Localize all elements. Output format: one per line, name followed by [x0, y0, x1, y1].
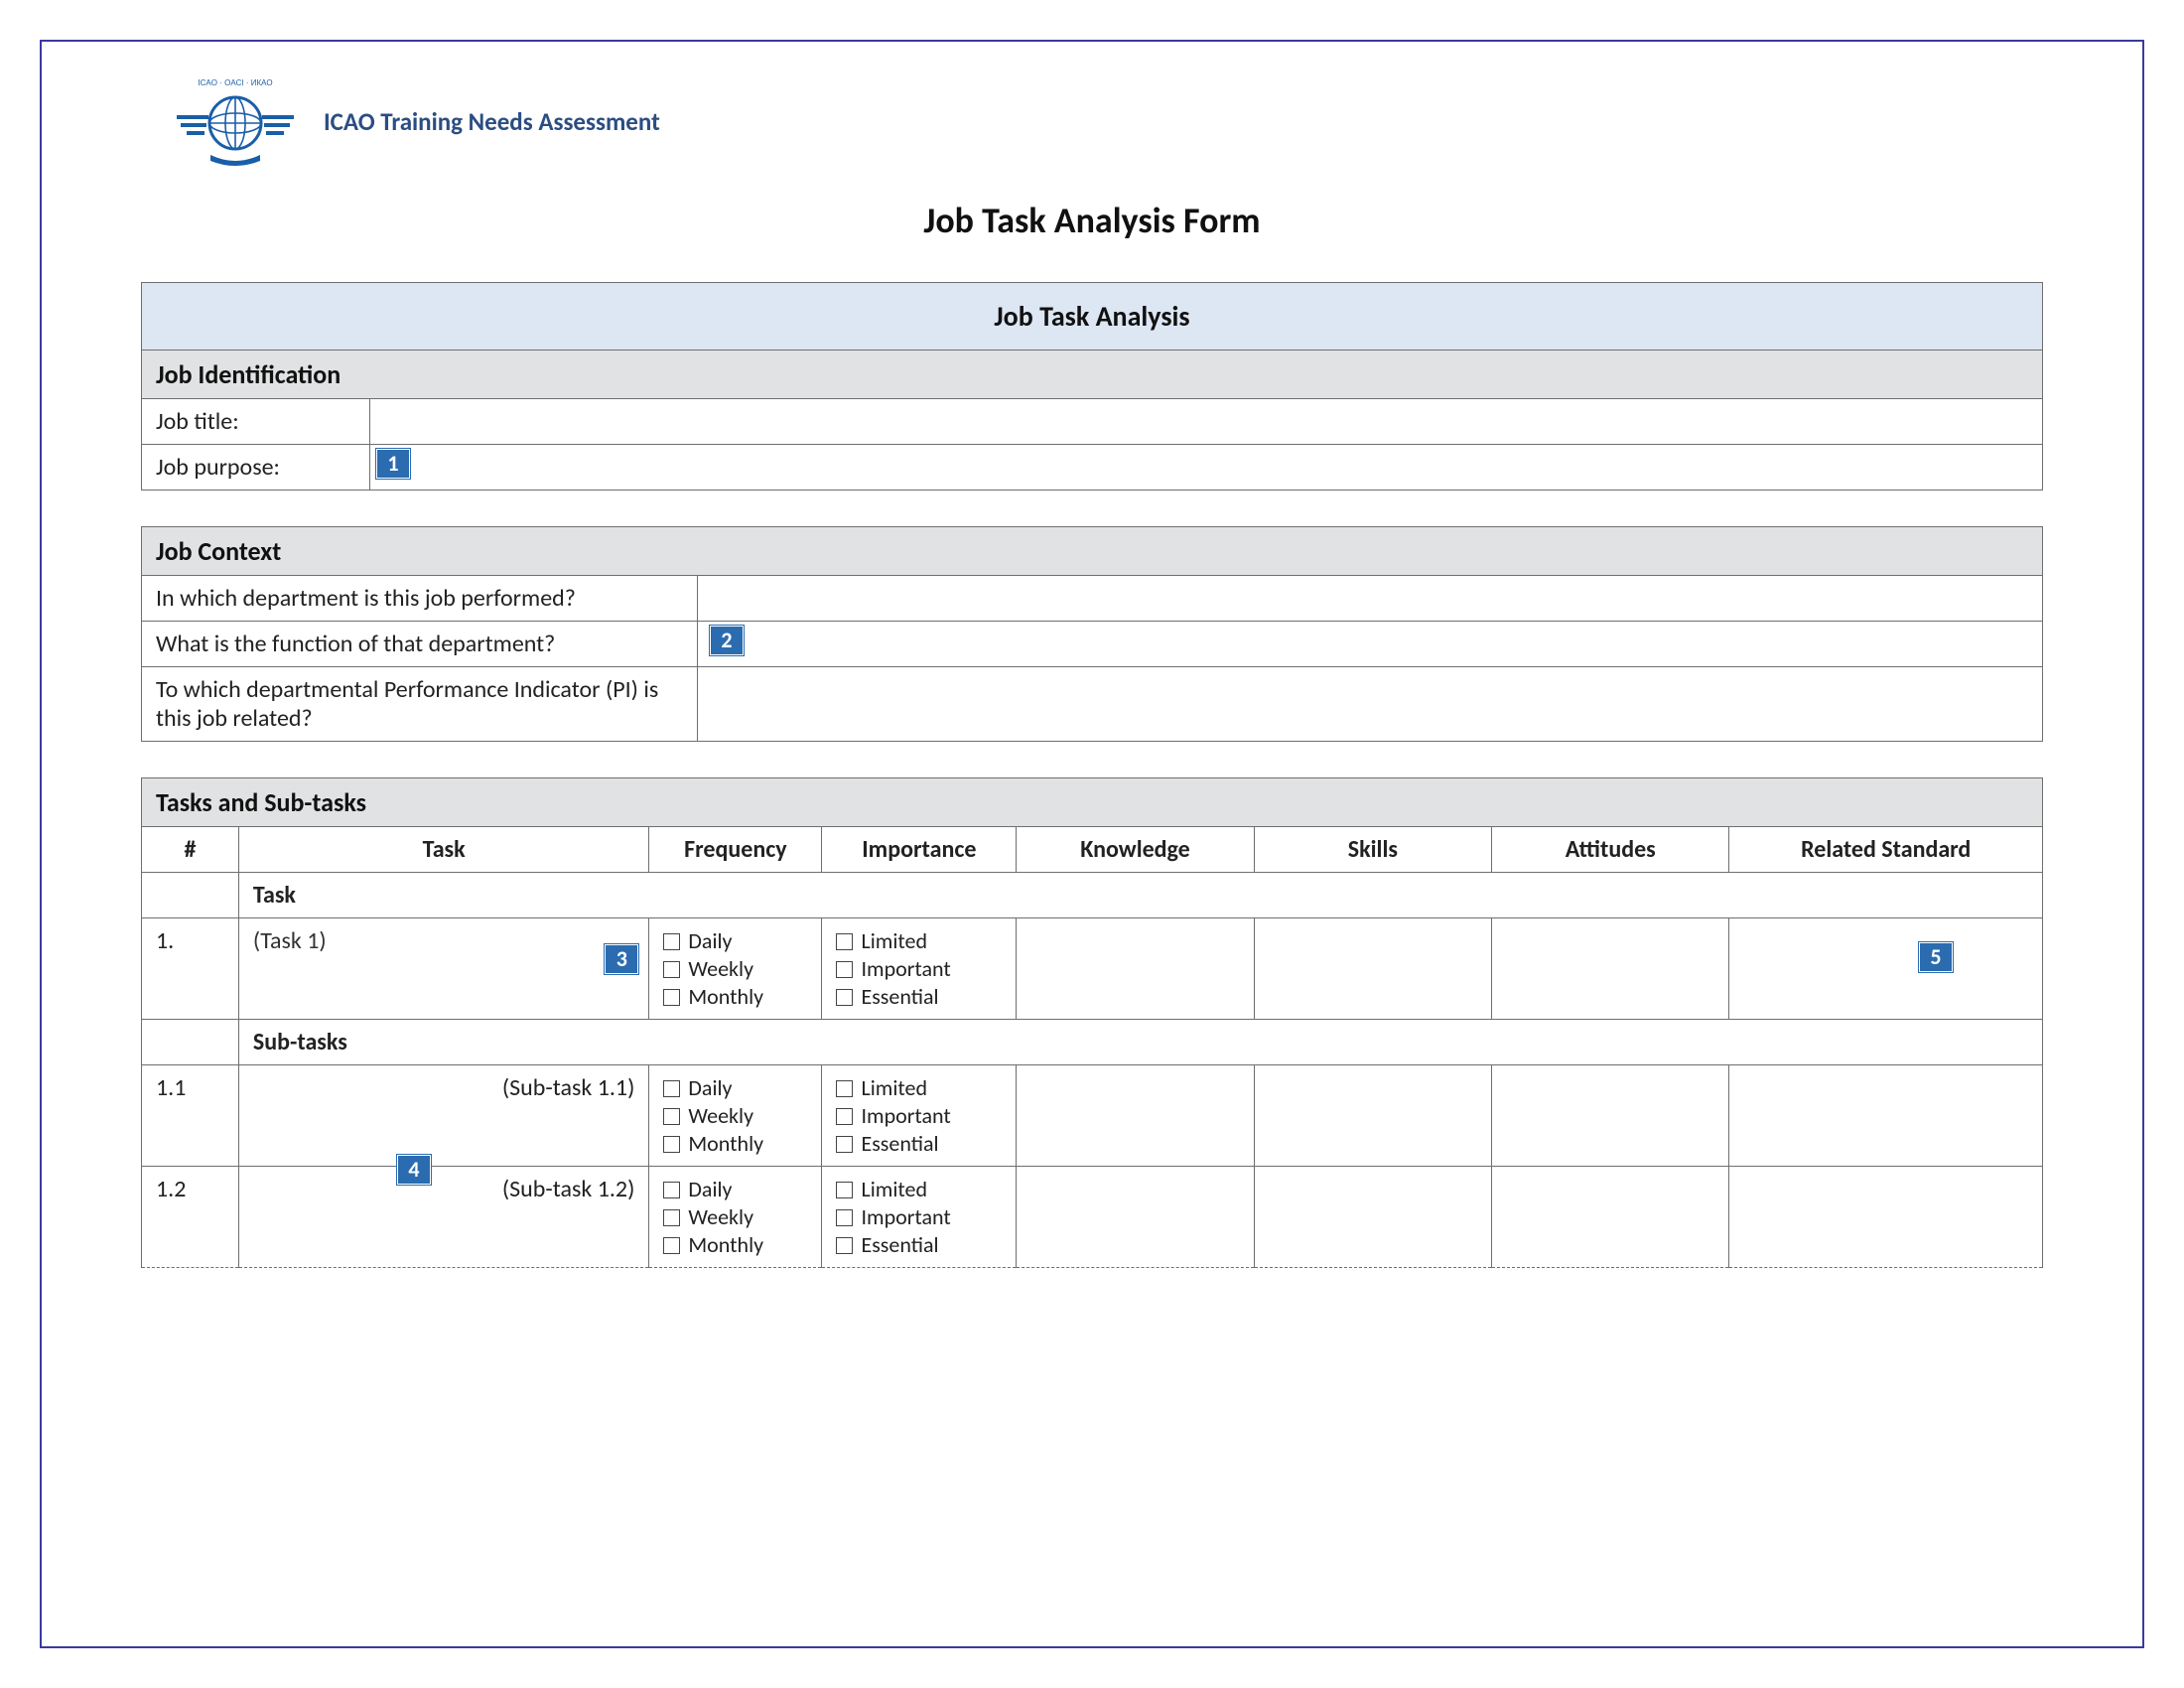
checkbox-icon[interactable] [836, 989, 853, 1006]
header-title: ICAO Training Needs Assessment [324, 106, 660, 137]
callout-3: 3 [605, 944, 638, 974]
subtask-row: 1.1 (Sub-task 1.1) Daily Weekly Monthly … [142, 1065, 2043, 1167]
subtask-importance[interactable]: Limited Important Essential [822, 1065, 1017, 1167]
value-job-title[interactable] [370, 399, 2043, 445]
checkbox-icon[interactable] [663, 1237, 680, 1254]
subtask-frequency[interactable]: Daily Weekly Monthly [649, 1065, 822, 1167]
checkbox-icon[interactable] [663, 1108, 680, 1125]
checkbox-icon[interactable] [836, 1182, 853, 1198]
subtask-skills[interactable] [1254, 1167, 1491, 1268]
callout-2: 2 [710, 626, 744, 655]
checkbox-icon[interactable] [836, 1209, 853, 1226]
col-freq: Frequency [649, 827, 822, 873]
svg-text:ICAO · OACI · ИКАО: ICAO · OACI · ИКАО [198, 78, 272, 87]
checkbox-icon[interactable] [836, 933, 853, 950]
checkbox-icon[interactable] [836, 1080, 853, 1097]
col-task: Task [238, 827, 648, 873]
section-subtitle-tasks: Tasks and Sub-tasks [142, 778, 2043, 827]
job-context-table: Job Context In which department is this … [141, 526, 2043, 742]
col-std: Related Standard [1729, 827, 2043, 873]
task-name: (Task 1) [253, 926, 327, 955]
icao-emblem-icon: ICAO · OACI · ИКАО [171, 71, 300, 171]
task-attitudes[interactable] [1492, 918, 1729, 1020]
label-pi: To which departmental Performance Indica… [142, 667, 698, 742]
checkbox-icon[interactable] [836, 961, 853, 978]
checkbox-icon[interactable] [663, 1182, 680, 1198]
header: ICAO · OACI · ИКАО ICAO Training Needs A… [171, 71, 2043, 171]
job-identification-table: Job Task Analysis Job Identification Job… [141, 282, 2043, 491]
subtask-name[interactable]: (Sub-task 1.2) [238, 1167, 648, 1268]
subtask-group-label: Sub-tasks [238, 1020, 2042, 1065]
form-title: Job Task Analysis Form [141, 199, 2043, 242]
checkbox-icon[interactable] [663, 933, 680, 950]
subtask-standard[interactable] [1729, 1167, 2043, 1268]
section-subtitle-context: Job Context [142, 527, 2043, 576]
task-num: 1. [142, 918, 239, 1020]
subtask-attitudes[interactable] [1492, 1065, 1729, 1167]
task-group-num [142, 873, 239, 918]
checkbox-icon[interactable] [663, 1080, 680, 1097]
checkbox-icon[interactable] [836, 1237, 853, 1254]
checkbox-icon[interactable] [836, 1108, 853, 1125]
label-function: What is the function of that department? [142, 622, 698, 667]
value-department[interactable] [698, 576, 2043, 622]
subtask-knowledge[interactable] [1017, 1065, 1254, 1167]
col-att: Attitudes [1492, 827, 1729, 873]
subtask-importance[interactable]: Limited Important Essential [822, 1167, 1017, 1268]
tasks-table: Tasks and Sub-tasks # Task Frequency Imp… [141, 777, 2043, 1268]
checkbox-icon[interactable] [663, 1136, 680, 1153]
label-job-purpose: Job purpose: [142, 445, 370, 491]
checkbox-icon[interactable] [663, 989, 680, 1006]
value-job-purpose[interactable]: 1 [370, 445, 2043, 491]
subtask-skills[interactable] [1254, 1065, 1491, 1167]
subtask-knowledge[interactable] [1017, 1167, 1254, 1268]
section-subtitle-identification: Job Identification [142, 351, 2043, 399]
task-importance[interactable]: Limited Important Essential [822, 918, 1017, 1020]
subtask-standard[interactable] [1729, 1065, 2043, 1167]
col-skill: Skills [1254, 827, 1491, 873]
checkbox-icon[interactable] [663, 961, 680, 978]
subtask-frequency[interactable]: Daily Weekly Monthly [649, 1167, 822, 1268]
task-knowledge[interactable] [1017, 918, 1254, 1020]
label-department: In which department is this job performe… [142, 576, 698, 622]
task-frequency[interactable]: Daily Weekly Monthly [649, 918, 822, 1020]
page-frame: ICAO · OACI · ИКАО ICAO Training Needs A… [40, 40, 2144, 1648]
subtask-name[interactable]: (Sub-task 1.1) [238, 1065, 648, 1167]
task-row: 1. (Task 1) 3 Daily Weekly Monthly Limit… [142, 918, 2043, 1020]
value-pi[interactable] [698, 667, 2043, 742]
subtask-num: 1.2 [142, 1167, 239, 1268]
task-standard[interactable]: 5 [1729, 918, 2043, 1020]
label-job-title: Job title: [142, 399, 370, 445]
callout-1: 1 [376, 449, 410, 479]
task-group-label: Task [238, 873, 2042, 918]
subtask-num: 1.1 [142, 1065, 239, 1167]
callout-4: 4 [397, 1155, 431, 1185]
task-skills[interactable] [1254, 918, 1491, 1020]
callout-5: 5 [1919, 942, 1953, 972]
section-title-analysis: Job Task Analysis [142, 283, 2043, 351]
checkbox-icon[interactable] [663, 1209, 680, 1226]
checkbox-icon[interactable] [836, 1136, 853, 1153]
col-num: # [142, 827, 239, 873]
col-imp: Importance [822, 827, 1017, 873]
subtask-group-num [142, 1020, 239, 1065]
subtask-attitudes[interactable] [1492, 1167, 1729, 1268]
task-name-cell[interactable]: (Task 1) 3 [238, 918, 648, 1020]
icao-logo: ICAO · OACI · ИКАО [171, 71, 300, 171]
col-know: Knowledge [1017, 827, 1254, 873]
value-function[interactable]: 2 [698, 622, 2043, 667]
